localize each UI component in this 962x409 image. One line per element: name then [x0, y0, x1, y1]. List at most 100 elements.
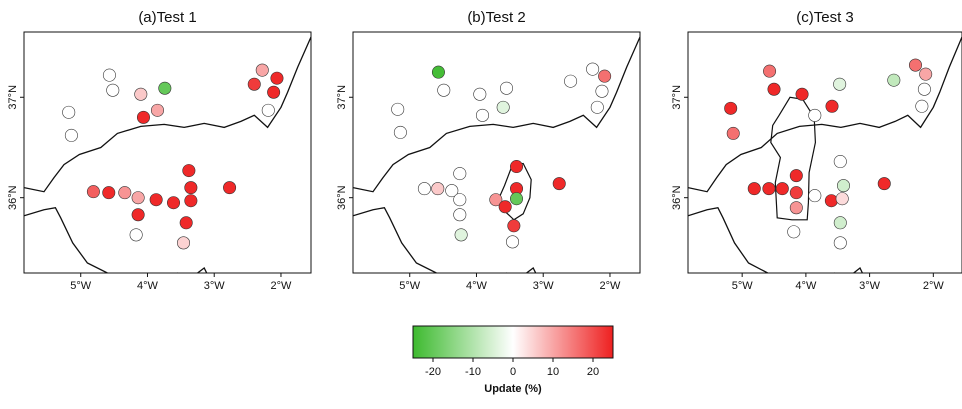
station-marker[interactable]	[789, 186, 803, 200]
station-marker[interactable]	[136, 110, 150, 124]
station-marker[interactable]	[595, 84, 609, 98]
station-marker[interactable]	[586, 62, 600, 76]
station-marker[interactable]	[836, 179, 850, 193]
x-tick-label: 3°W	[859, 280, 881, 292]
station-marker[interactable]	[437, 83, 451, 97]
station-marker[interactable]	[131, 191, 145, 205]
station-marker[interactable]	[453, 193, 467, 207]
station-marker[interactable]	[824, 194, 838, 208]
station-marker[interactable]	[552, 177, 566, 191]
panel-frame	[23, 31, 312, 274]
station-marker[interactable]	[598, 69, 612, 83]
station-marker[interactable]	[417, 182, 431, 196]
station-marker[interactable]	[453, 208, 467, 222]
station-marker[interactable]	[86, 185, 100, 199]
station-marker[interactable]	[506, 235, 520, 249]
station-marker[interactable]	[564, 74, 578, 88]
station-marker[interactable]	[915, 99, 929, 113]
station-marker[interactable]	[808, 108, 822, 122]
station-marker[interactable]	[261, 103, 275, 117]
station-marker[interactable]	[919, 67, 933, 81]
station-marker[interactable]	[184, 181, 198, 195]
x-tick-label: 5°W	[399, 280, 421, 292]
station-marker[interactable]	[825, 99, 839, 113]
coastline-north	[688, 36, 962, 193]
x-tick-label: 4°W	[466, 280, 488, 292]
station-marker[interactable]	[496, 100, 510, 114]
station-marker[interactable]	[917, 82, 931, 96]
station-marker[interactable]	[158, 81, 172, 95]
station-marker[interactable]	[129, 228, 143, 242]
station-marker[interactable]	[177, 236, 191, 250]
station-marker[interactable]	[877, 177, 891, 191]
station-marker[interactable]	[255, 63, 269, 77]
station-marker[interactable]	[763, 64, 777, 78]
station-marker[interactable]	[908, 58, 922, 72]
station-marker[interactable]	[507, 219, 521, 233]
station-marker[interactable]	[270, 71, 284, 85]
station-marker[interactable]	[445, 184, 459, 198]
station-marker[interactable]	[767, 82, 781, 96]
station-marker[interactable]	[102, 68, 116, 82]
colorbar-tick-label: -10	[465, 366, 481, 378]
station-marker[interactable]	[887, 73, 901, 87]
station-marker[interactable]	[118, 186, 132, 200]
station-marker[interactable]	[247, 77, 261, 91]
station-marker[interactable]	[833, 236, 847, 250]
station-marker[interactable]	[808, 189, 822, 203]
station-marker[interactable]	[149, 193, 163, 207]
station-marker[interactable]	[106, 83, 120, 97]
station-marker[interactable]	[134, 87, 148, 101]
panel-1: (a)Test 1 5°W 4°W 3°W 2°W 36°N 37°N	[7, 9, 312, 292]
station-marker[interactable]	[393, 125, 407, 139]
station-marker[interactable]	[64, 128, 78, 142]
colorbar-tick-label: 10	[547, 366, 559, 378]
colorbar-label: Update (%)	[484, 383, 542, 395]
station-marker[interactable]	[475, 108, 489, 122]
station-marker[interactable]	[833, 155, 847, 169]
station-marker[interactable]	[131, 208, 145, 222]
x-tick-label: 2°W	[600, 280, 622, 292]
station-marker[interactable]	[726, 126, 740, 140]
station-marker[interactable]	[184, 194, 198, 208]
panel-frame	[352, 31, 641, 274]
station-marker[interactable]	[833, 77, 847, 91]
station-marker[interactable]	[473, 87, 487, 101]
station-marker[interactable]	[454, 228, 468, 242]
panel-frame	[687, 31, 962, 274]
station-marker[interactable]	[102, 186, 116, 200]
colorbar: -20 -10 0 10 20 Update (%)	[412, 325, 614, 395]
coastline-south	[24, 206, 208, 273]
station-marker[interactable]	[182, 164, 196, 178]
station-marker[interactable]	[167, 196, 181, 210]
station-marker[interactable]	[795, 87, 809, 101]
station-marker[interactable]	[431, 182, 445, 196]
station-marker[interactable]	[223, 181, 237, 195]
coastline-south	[688, 206, 864, 273]
y-tick-label: 37°N	[336, 85, 348, 110]
station-marker[interactable]	[453, 167, 467, 181]
station-marker[interactable]	[747, 182, 761, 196]
y-tick-label: 37°N	[7, 85, 19, 110]
station-marker[interactable]	[789, 169, 803, 183]
station-marker[interactable]	[391, 102, 405, 116]
station-marker[interactable]	[267, 85, 281, 99]
station-marker[interactable]	[762, 182, 776, 196]
station-marker[interactable]	[431, 65, 445, 79]
station-marker[interactable]	[150, 103, 164, 117]
station-marker[interactable]	[835, 192, 849, 206]
station-marker[interactable]	[510, 192, 524, 206]
station-marker[interactable]	[724, 101, 738, 115]
station-marker[interactable]	[500, 81, 514, 95]
station-marker[interactable]	[489, 193, 503, 207]
station-marker[interactable]	[590, 100, 604, 114]
station-marker[interactable]	[62, 105, 76, 119]
station-marker[interactable]	[510, 160, 524, 174]
station-marker[interactable]	[498, 200, 512, 214]
station-marker[interactable]	[789, 201, 803, 215]
station-marker[interactable]	[833, 216, 847, 230]
station-marker[interactable]	[179, 216, 193, 230]
station-marker[interactable]	[775, 182, 789, 196]
station-marker[interactable]	[787, 225, 801, 239]
